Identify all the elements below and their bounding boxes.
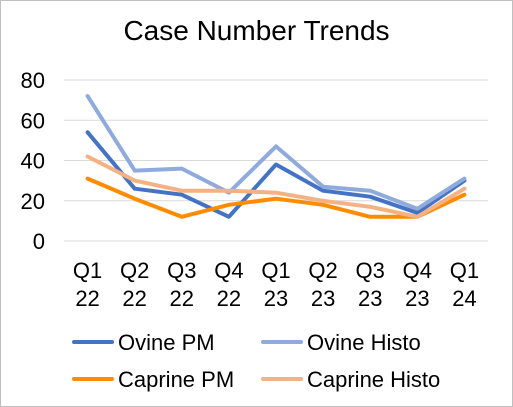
x-tick-label: Q2 xyxy=(308,258,337,283)
x-tick-label: 23 xyxy=(264,286,288,311)
legend-label-caprine-pm: Caprine PM xyxy=(118,367,234,392)
y-tick-label: 0 xyxy=(33,229,45,254)
legend-label-ovine-pm: Ovine PM xyxy=(118,330,215,355)
x-tick-label: 22 xyxy=(170,286,194,311)
y-tick-label: 60 xyxy=(21,108,45,133)
legend-label-caprine-histo: Caprine Histo xyxy=(307,367,440,392)
series-line-caprine-pm xyxy=(85,176,467,219)
series-line-caprine-histo xyxy=(85,154,467,219)
chart-title: Case Number Trends xyxy=(123,15,390,46)
x-tick-label: Q4 xyxy=(403,258,432,283)
series-line-ovine-pm xyxy=(85,130,467,219)
x-tick-label: Q2 xyxy=(120,258,149,283)
x-tick-label: Q3 xyxy=(356,258,385,283)
legend-label-ovine-histo: Ovine Histo xyxy=(307,330,421,355)
x-tick-label: 22 xyxy=(75,286,99,311)
series-line-ovine-histo xyxy=(85,94,467,211)
y-tick-label: 40 xyxy=(21,149,45,174)
x-tick-label: 24 xyxy=(452,286,476,311)
x-tick-label: 22 xyxy=(122,286,146,311)
x-tick-label: Q4 xyxy=(214,258,243,283)
y-tick-label: 20 xyxy=(21,189,45,214)
x-tick-label: 23 xyxy=(358,286,382,311)
x-tick-label: Q1 xyxy=(450,258,479,283)
x-tick-label: Q3 xyxy=(167,258,196,283)
x-tick-label: Q1 xyxy=(261,258,290,283)
x-tick-label: 23 xyxy=(405,286,429,311)
x-tick-label: 22 xyxy=(217,286,241,311)
x-tick-label: 23 xyxy=(311,286,335,311)
y-tick-label: 80 xyxy=(21,68,45,93)
x-tick-label: Q1 xyxy=(73,258,102,283)
